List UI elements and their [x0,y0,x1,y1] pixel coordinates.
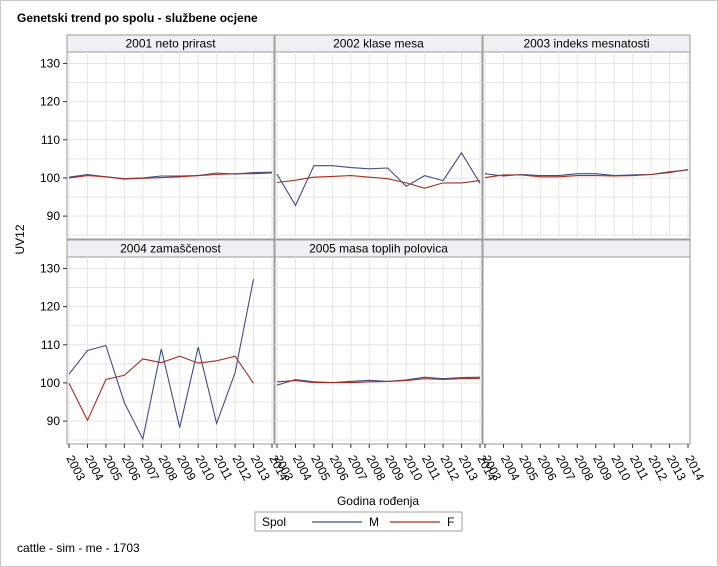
panel: 2005 masa toplih polovica [274,239,483,445]
series-line-m [276,151,481,207]
panel-plot-area [66,256,275,445]
footnote: cattle - sim - me - 1703 [17,541,140,555]
panel-title: 2004 zamaščenost [120,242,221,256]
panel-title: 2005 masa toplih polovica [309,242,448,256]
panel-plot-area [274,51,483,240]
y-tick-label: 90 [47,414,61,428]
panel-plot-area [482,51,691,240]
legend: Spol M F [254,511,463,532]
legend-title: Spol [262,515,286,529]
panel-title: 2001 neto prirast [125,37,216,51]
x-axis-label: Godina rođenja [337,494,419,508]
y-tick-label: 130 [40,56,60,70]
series-line-f [484,168,689,179]
y-tick-label: 120 [40,95,60,109]
series-line-f [68,172,273,180]
series-line-f [68,355,254,422]
legend-label-m: M [369,515,379,529]
y-axis-label: UV12 [13,224,27,254]
panel: 2002 klase mesa [274,34,483,240]
panel-plot-area [66,51,275,240]
panel-title: 2002 klase mesa [333,37,424,51]
y-tick-label: 120 [40,300,60,314]
panel-header [482,239,691,258]
series-line-m [276,376,481,386]
y-tick-label: 100 [40,171,60,185]
panel: 2004 zamaščenost [66,239,275,445]
chart-title: Genetski trend po spolu - službene ocjen… [17,11,258,25]
panel-grid-outline [66,34,691,445]
series-line-f [276,377,481,384]
y-tick-label: 110 [41,133,60,147]
panel: 2001 neto prirast [66,34,275,240]
panel: 2003 indeks mesnatosti [482,34,691,240]
y-tick-label: 130 [40,261,60,275]
panel-title: 2003 indeks mesnatosti [523,37,649,51]
panel-plot-area [274,256,483,445]
panel-plot-area [482,256,691,445]
y-tick-label: 90 [47,209,61,223]
series-line-f [276,175,481,189]
y-tick-label: 110 [41,338,60,352]
series-line-m [68,278,255,441]
x-tick-label: 2014 [682,453,707,483]
empty-panel [482,239,691,445]
legend-label-f: F [447,515,454,529]
y-tick-label: 100 [40,376,60,390]
